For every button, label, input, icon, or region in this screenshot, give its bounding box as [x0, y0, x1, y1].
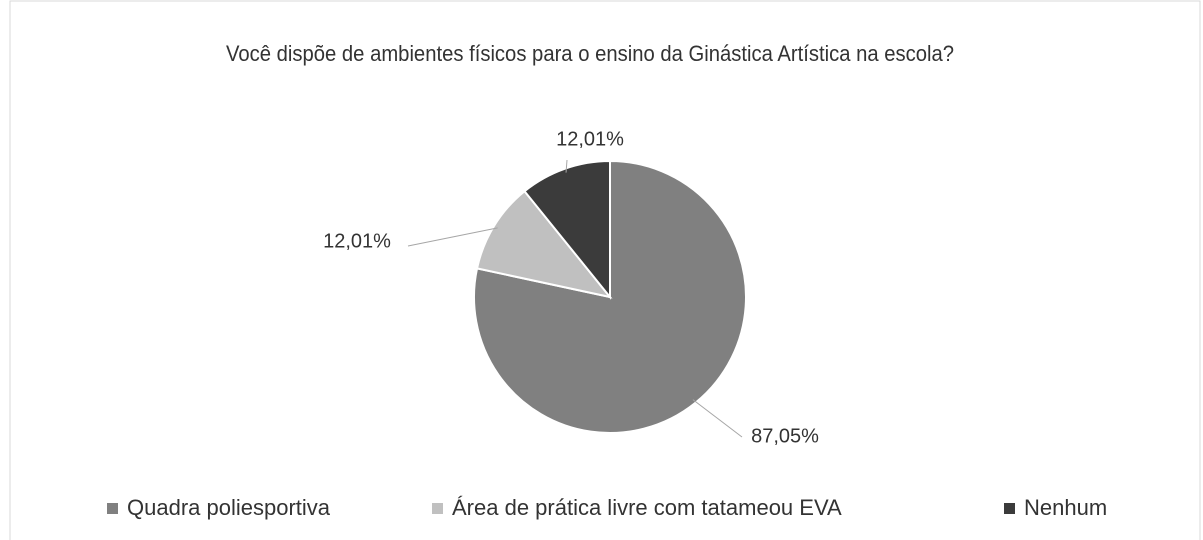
- pie-slice: [475, 189, 613, 299]
- pie-slice: [523, 159, 611, 300]
- legend-label: Área de prática livre com tatameou EVA: [452, 495, 842, 520]
- leader-line: [407, 227, 498, 247]
- legend-label: Quadra poliesportiva: [127, 495, 331, 520]
- leader-line: [692, 399, 743, 438]
- data-label: 87,05%: [751, 425, 819, 447]
- legend-swatch: [107, 503, 118, 514]
- leader-line: [565, 159, 568, 173]
- legend-label: Nenhum: [1024, 495, 1107, 520]
- legend-swatch: [432, 503, 443, 514]
- chart-title: Você dispõe de ambientes físicos para o …: [226, 41, 954, 66]
- data-label: 12,01%: [556, 128, 624, 150]
- data-label: 12,01%: [323, 230, 391, 252]
- legend-swatch: [1004, 503, 1015, 514]
